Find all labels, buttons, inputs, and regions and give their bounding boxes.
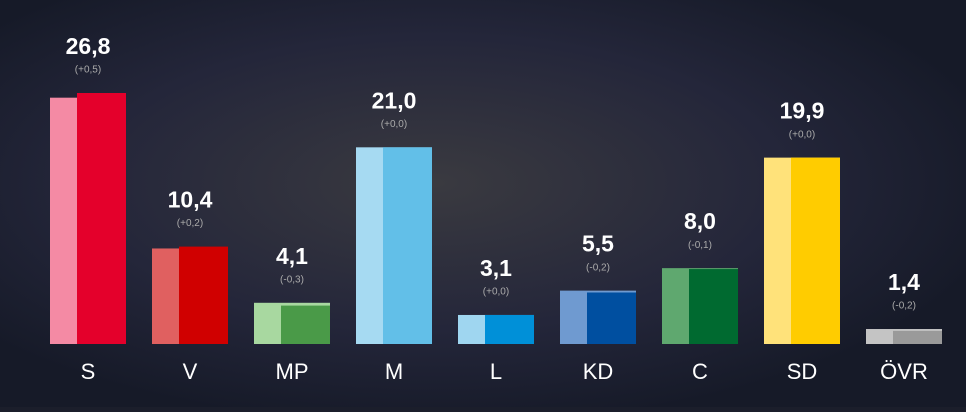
value-label: 1,4 [888, 269, 920, 295]
change-label: (+0,0) [789, 129, 815, 140]
bar [77, 93, 126, 344]
category-label: ÖVR [880, 359, 928, 384]
category-label: S [81, 359, 96, 384]
value-label: 8,0 [684, 208, 716, 234]
change-label: (+0,0) [381, 119, 407, 130]
category-label: KD [583, 359, 614, 384]
category-label: SD [787, 359, 818, 384]
category-label: C [692, 359, 708, 384]
value-label: 5,5 [582, 231, 614, 257]
category-label: L [490, 359, 502, 384]
value-label: 26,8 [66, 33, 111, 59]
value-label: 21,0 [372, 87, 417, 113]
change-label: (-0,1) [688, 240, 712, 251]
change-label: (-0,2) [892, 301, 916, 312]
bar [689, 269, 738, 344]
category-label: V [183, 359, 198, 384]
change-label: (-0,2) [586, 262, 610, 273]
value-label: 3,1 [480, 255, 512, 281]
value-label: 4,1 [276, 243, 308, 269]
change-label: (+0,5) [75, 65, 101, 76]
bar [485, 314, 534, 344]
bar [893, 330, 942, 344]
value-label: 10,4 [168, 187, 213, 213]
change-label: (+0,2) [177, 218, 203, 229]
bar [281, 305, 330, 344]
bar [383, 147, 432, 344]
value-label: 19,9 [780, 98, 825, 124]
bar [179, 246, 228, 344]
category-label: MP [276, 359, 309, 384]
category-label: M [385, 359, 403, 384]
change-label: (+0,0) [483, 287, 509, 298]
bar [791, 157, 840, 344]
bar [587, 292, 636, 344]
change-label: (-0,3) [280, 274, 304, 285]
